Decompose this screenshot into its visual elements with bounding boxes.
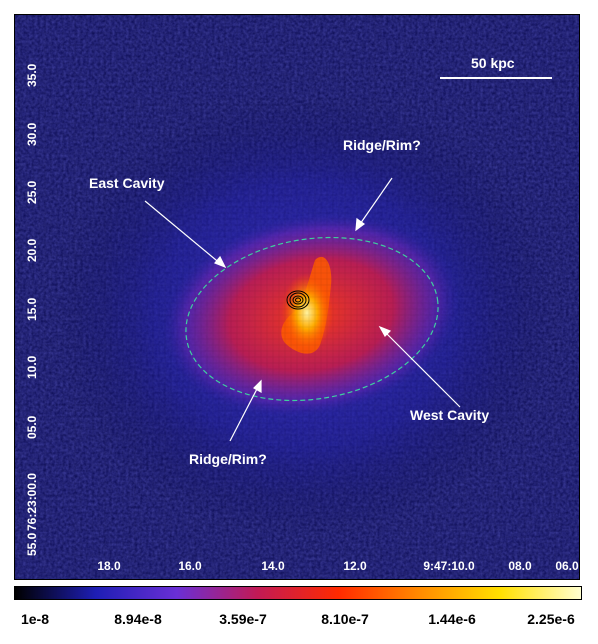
colorbar-label: 8.10e-7	[321, 611, 369, 627]
x-tick: 9:47:10.0	[423, 559, 475, 573]
colorbar-label: 3.59e-7	[219, 611, 267, 627]
y-tick: 76:23:00.0	[25, 472, 39, 531]
y-tick: 10.0	[25, 355, 39, 379]
contours	[286, 290, 310, 310]
scale-bar-label: 50 kpc	[471, 55, 515, 71]
y-tick: 25.0	[25, 180, 39, 204]
y-tick: 30.0	[25, 122, 39, 146]
x-tick: 18.0	[97, 559, 121, 573]
x-tick: 14.0	[261, 559, 285, 573]
ridge-top-label: Ridge/Rim?	[343, 137, 421, 153]
cavity-ellipse	[185, 236, 439, 402]
x-tick: 06.0	[555, 559, 579, 573]
annotation-arrows	[144, 177, 461, 442]
y-tick: 05.0	[25, 415, 39, 439]
east-cavity-label: East Cavity	[89, 175, 165, 191]
x-tick: 12.0	[343, 559, 367, 573]
colorbar-label: 1.44e-6	[428, 611, 476, 627]
y-tick: 35.0	[25, 63, 39, 87]
y-tick: 20.0	[25, 238, 39, 262]
y-tick: 15.0	[25, 297, 39, 321]
colorbar-label: 1e-8	[20, 611, 50, 627]
x-tick: 08.0	[508, 559, 532, 573]
y-tick: 55.0	[25, 532, 39, 556]
image-canvas	[15, 15, 579, 579]
west-cavity-label: West Cavity	[410, 407, 490, 423]
x-tick: 16.0	[178, 559, 202, 573]
ridge-bottom-label: Ridge/Rim?	[189, 451, 267, 467]
colorbar-label: 8.94e-8	[114, 611, 162, 627]
colorbar-label: 2.25e-6	[527, 611, 575, 627]
xray-image: 35.0 30.0 25.0 20.0 15.0 10.0 05.0 76:23…	[14, 14, 580, 580]
colorbar	[14, 586, 582, 600]
